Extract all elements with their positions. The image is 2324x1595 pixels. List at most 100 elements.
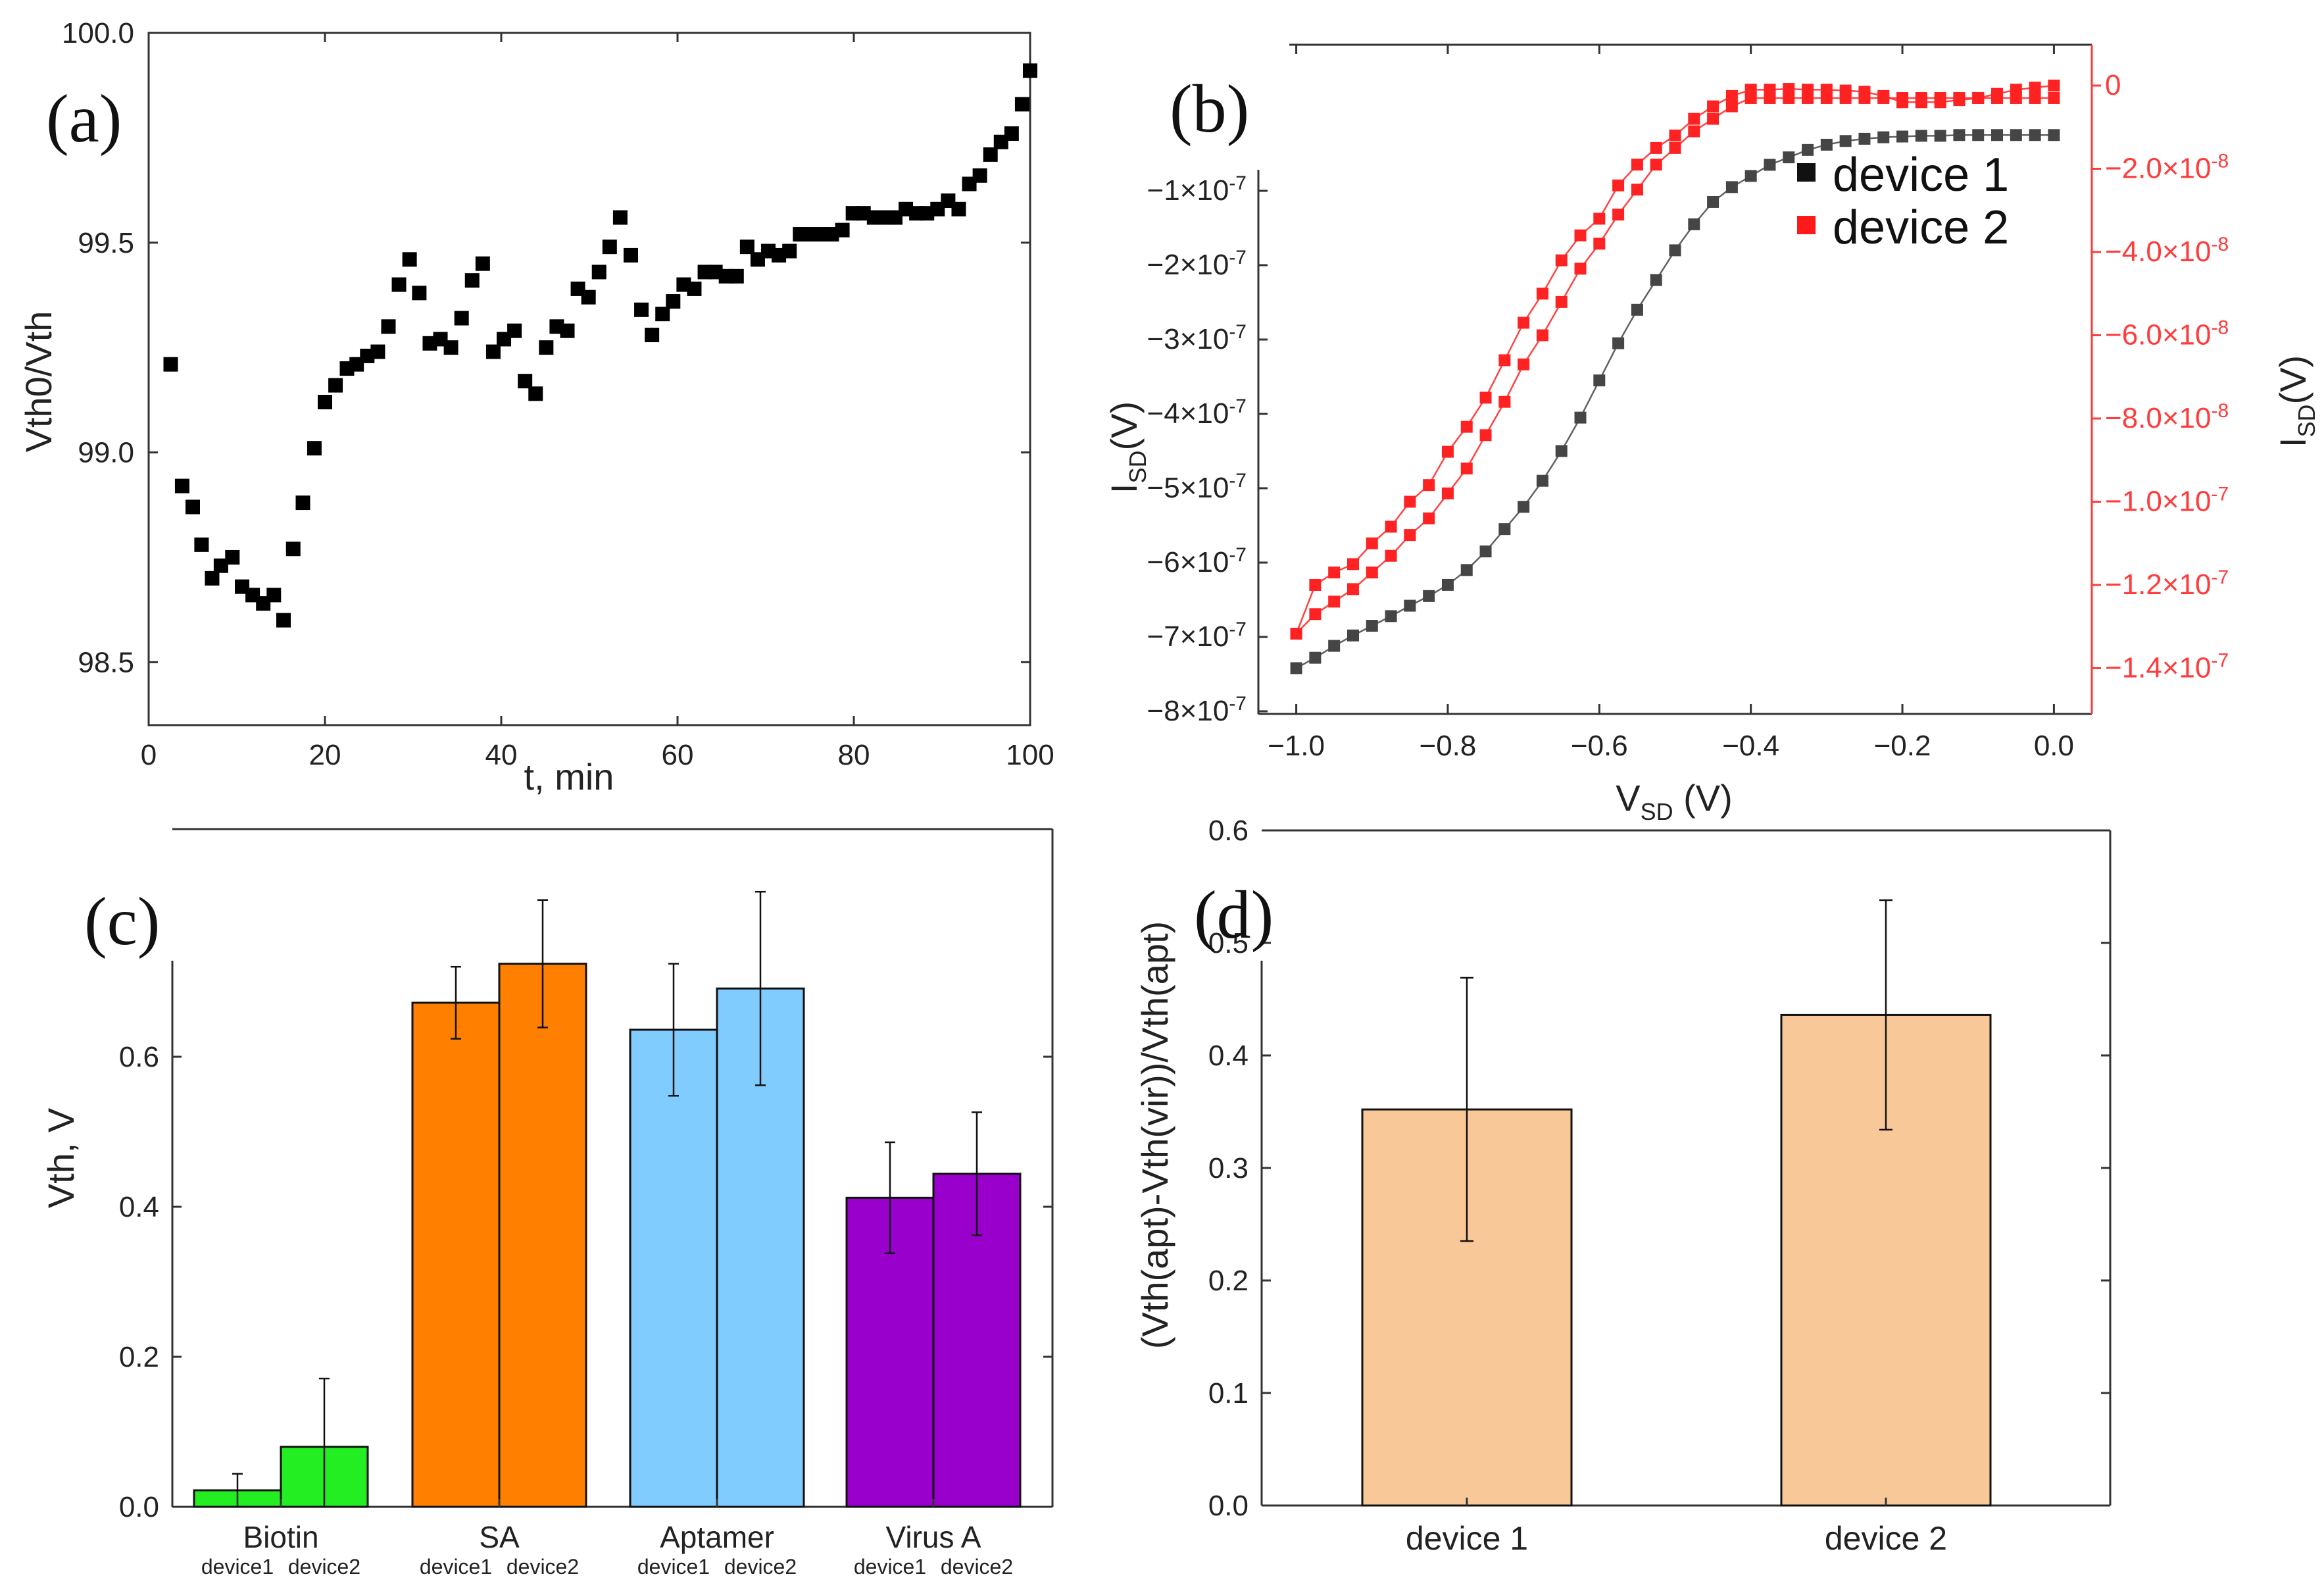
a-data-point	[464, 273, 480, 288]
c-sub-label: device2	[724, 1555, 797, 1579]
b-data-point	[2010, 91, 2022, 104]
b-data-point	[1972, 129, 1985, 141]
b-data-point	[1877, 131, 1890, 143]
b-data-point	[1764, 159, 1776, 171]
c-sub-label: device1	[854, 1555, 926, 1579]
b-data-point	[1309, 579, 1322, 591]
a-x-tick-label: 80	[838, 739, 870, 771]
a-data-point	[381, 319, 396, 334]
b-x-ticks: −1.0 −0.8 −0.6 −0.4 −0.2 0.0	[1268, 45, 2074, 762]
b-x-tick-label: 0.0	[2034, 730, 2074, 762]
d-y-tick-label: 0.3	[1208, 1152, 1249, 1184]
a-data-point	[666, 294, 681, 309]
b-data-point	[1612, 179, 1625, 191]
b-data-point	[1915, 91, 1927, 104]
b-data-point	[1877, 91, 1890, 104]
b-x-tick-label: −1.0	[1268, 730, 1325, 762]
b-data-point	[1518, 316, 1530, 329]
c-bar	[498, 963, 587, 1508]
a-data-point	[1014, 97, 1029, 112]
b-data-point	[1725, 100, 1738, 113]
b-data-point	[1688, 125, 1700, 138]
a-data-point	[729, 268, 744, 284]
b-data-point	[1802, 143, 1814, 156]
a-data-point	[205, 570, 220, 586]
a-data-point	[391, 277, 407, 292]
c-y-tick-label: 0.6	[119, 1041, 159, 1073]
b-data-point	[1839, 91, 1852, 104]
b-right-y-tick-label: −8.0×10-8	[2105, 400, 2229, 434]
b-data-point	[1934, 130, 1946, 142]
b-data-point	[1612, 337, 1625, 349]
a-data-point	[402, 252, 417, 267]
a-data-point	[412, 286, 427, 301]
a-data-point	[581, 290, 596, 305]
b-data-point	[1328, 640, 1341, 652]
a-x-ticks: 0 20 40 60 80 100	[141, 33, 1054, 771]
b-data-point	[1555, 254, 1568, 266]
a-x-tick-label: 0	[141, 739, 157, 771]
a-data-point	[454, 311, 469, 326]
b-data-point	[1423, 590, 1435, 602]
b-right-y-tick-label: −6.0×10-8	[2105, 317, 2229, 351]
b-data-point	[1479, 545, 1492, 558]
b-data-point	[1290, 662, 1302, 674]
b-data-point	[1707, 195, 1719, 208]
b-data-point	[1385, 549, 1397, 562]
d-y-tick-label: 0.0	[1208, 1490, 1249, 1522]
a-data-point	[163, 357, 178, 372]
a-data-point	[645, 328, 660, 343]
b-data-point	[1915, 130, 1927, 142]
b-data-point	[2048, 129, 2060, 141]
b-data-point	[1498, 395, 1511, 408]
a-data-point	[634, 302, 649, 317]
b-data-point	[1460, 420, 1473, 433]
b-data-point	[1404, 599, 1416, 612]
a-data-point	[739, 240, 754, 255]
legend-swatch-device-1	[1797, 163, 1816, 182]
d-category-label: device 1	[1406, 1520, 1528, 1557]
a-y-axis-label: Vth0/Vth	[18, 311, 59, 453]
a-data-point	[276, 613, 291, 628]
b-right-y-tick-label: −1.4×10-7	[2105, 650, 2229, 684]
a-data-point	[560, 323, 575, 338]
b-data-point	[1593, 213, 1606, 225]
b-data-point	[2010, 129, 2022, 141]
b-data-point	[1783, 151, 1795, 164]
d-y-tick-label: 0.2	[1208, 1265, 1249, 1297]
b-data-point	[1783, 91, 1795, 104]
panel-label-b: (b)	[1170, 71, 1249, 147]
a-data-point	[194, 537, 209, 552]
a-data-point	[318, 395, 332, 410]
a-data-point	[295, 495, 310, 511]
b-data-point	[1460, 564, 1473, 576]
c-sub-label: device2	[288, 1555, 360, 1579]
b-left-y-tick-label: −7×10-7	[1147, 619, 1247, 653]
b-data-point	[1366, 567, 1378, 579]
b-data-point	[1536, 474, 1548, 487]
c-y-ticks: 0.0 0.2 0.4 0.6	[119, 1041, 1052, 1523]
b-data-point	[1423, 512, 1435, 524]
b-data-point	[1404, 495, 1416, 508]
b-data-point	[1498, 354, 1511, 367]
b-data-point	[2029, 91, 2041, 104]
d-category-label: device 2	[1825, 1520, 1947, 1557]
legend-label-device-1: device 1	[1833, 149, 2009, 201]
a-y-tick-label: 98.5	[78, 646, 134, 678]
b-right-y-tick-label: −4.0×10-8	[2105, 234, 2229, 268]
b-data-point	[1725, 181, 1738, 193]
d-y-tick-label: 0.6	[1208, 815, 1249, 847]
b-x-tick-label: −0.8	[1420, 730, 1477, 762]
c-y-tick-label: 0.2	[119, 1341, 159, 1373]
b-x-tick-label: −0.6	[1571, 730, 1628, 762]
b-data-point	[1404, 529, 1416, 542]
b-data-point	[1479, 392, 1492, 404]
b-left-y-tick-label: −2×10-7	[1147, 247, 1247, 281]
c-sub-label: device2	[507, 1555, 579, 1579]
b-data-point	[1612, 209, 1625, 221]
b-data-point	[1802, 91, 1814, 104]
b-data-point	[1650, 141, 1662, 154]
b-data-point	[1858, 91, 1871, 104]
c-sub-label: device1	[201, 1555, 274, 1579]
